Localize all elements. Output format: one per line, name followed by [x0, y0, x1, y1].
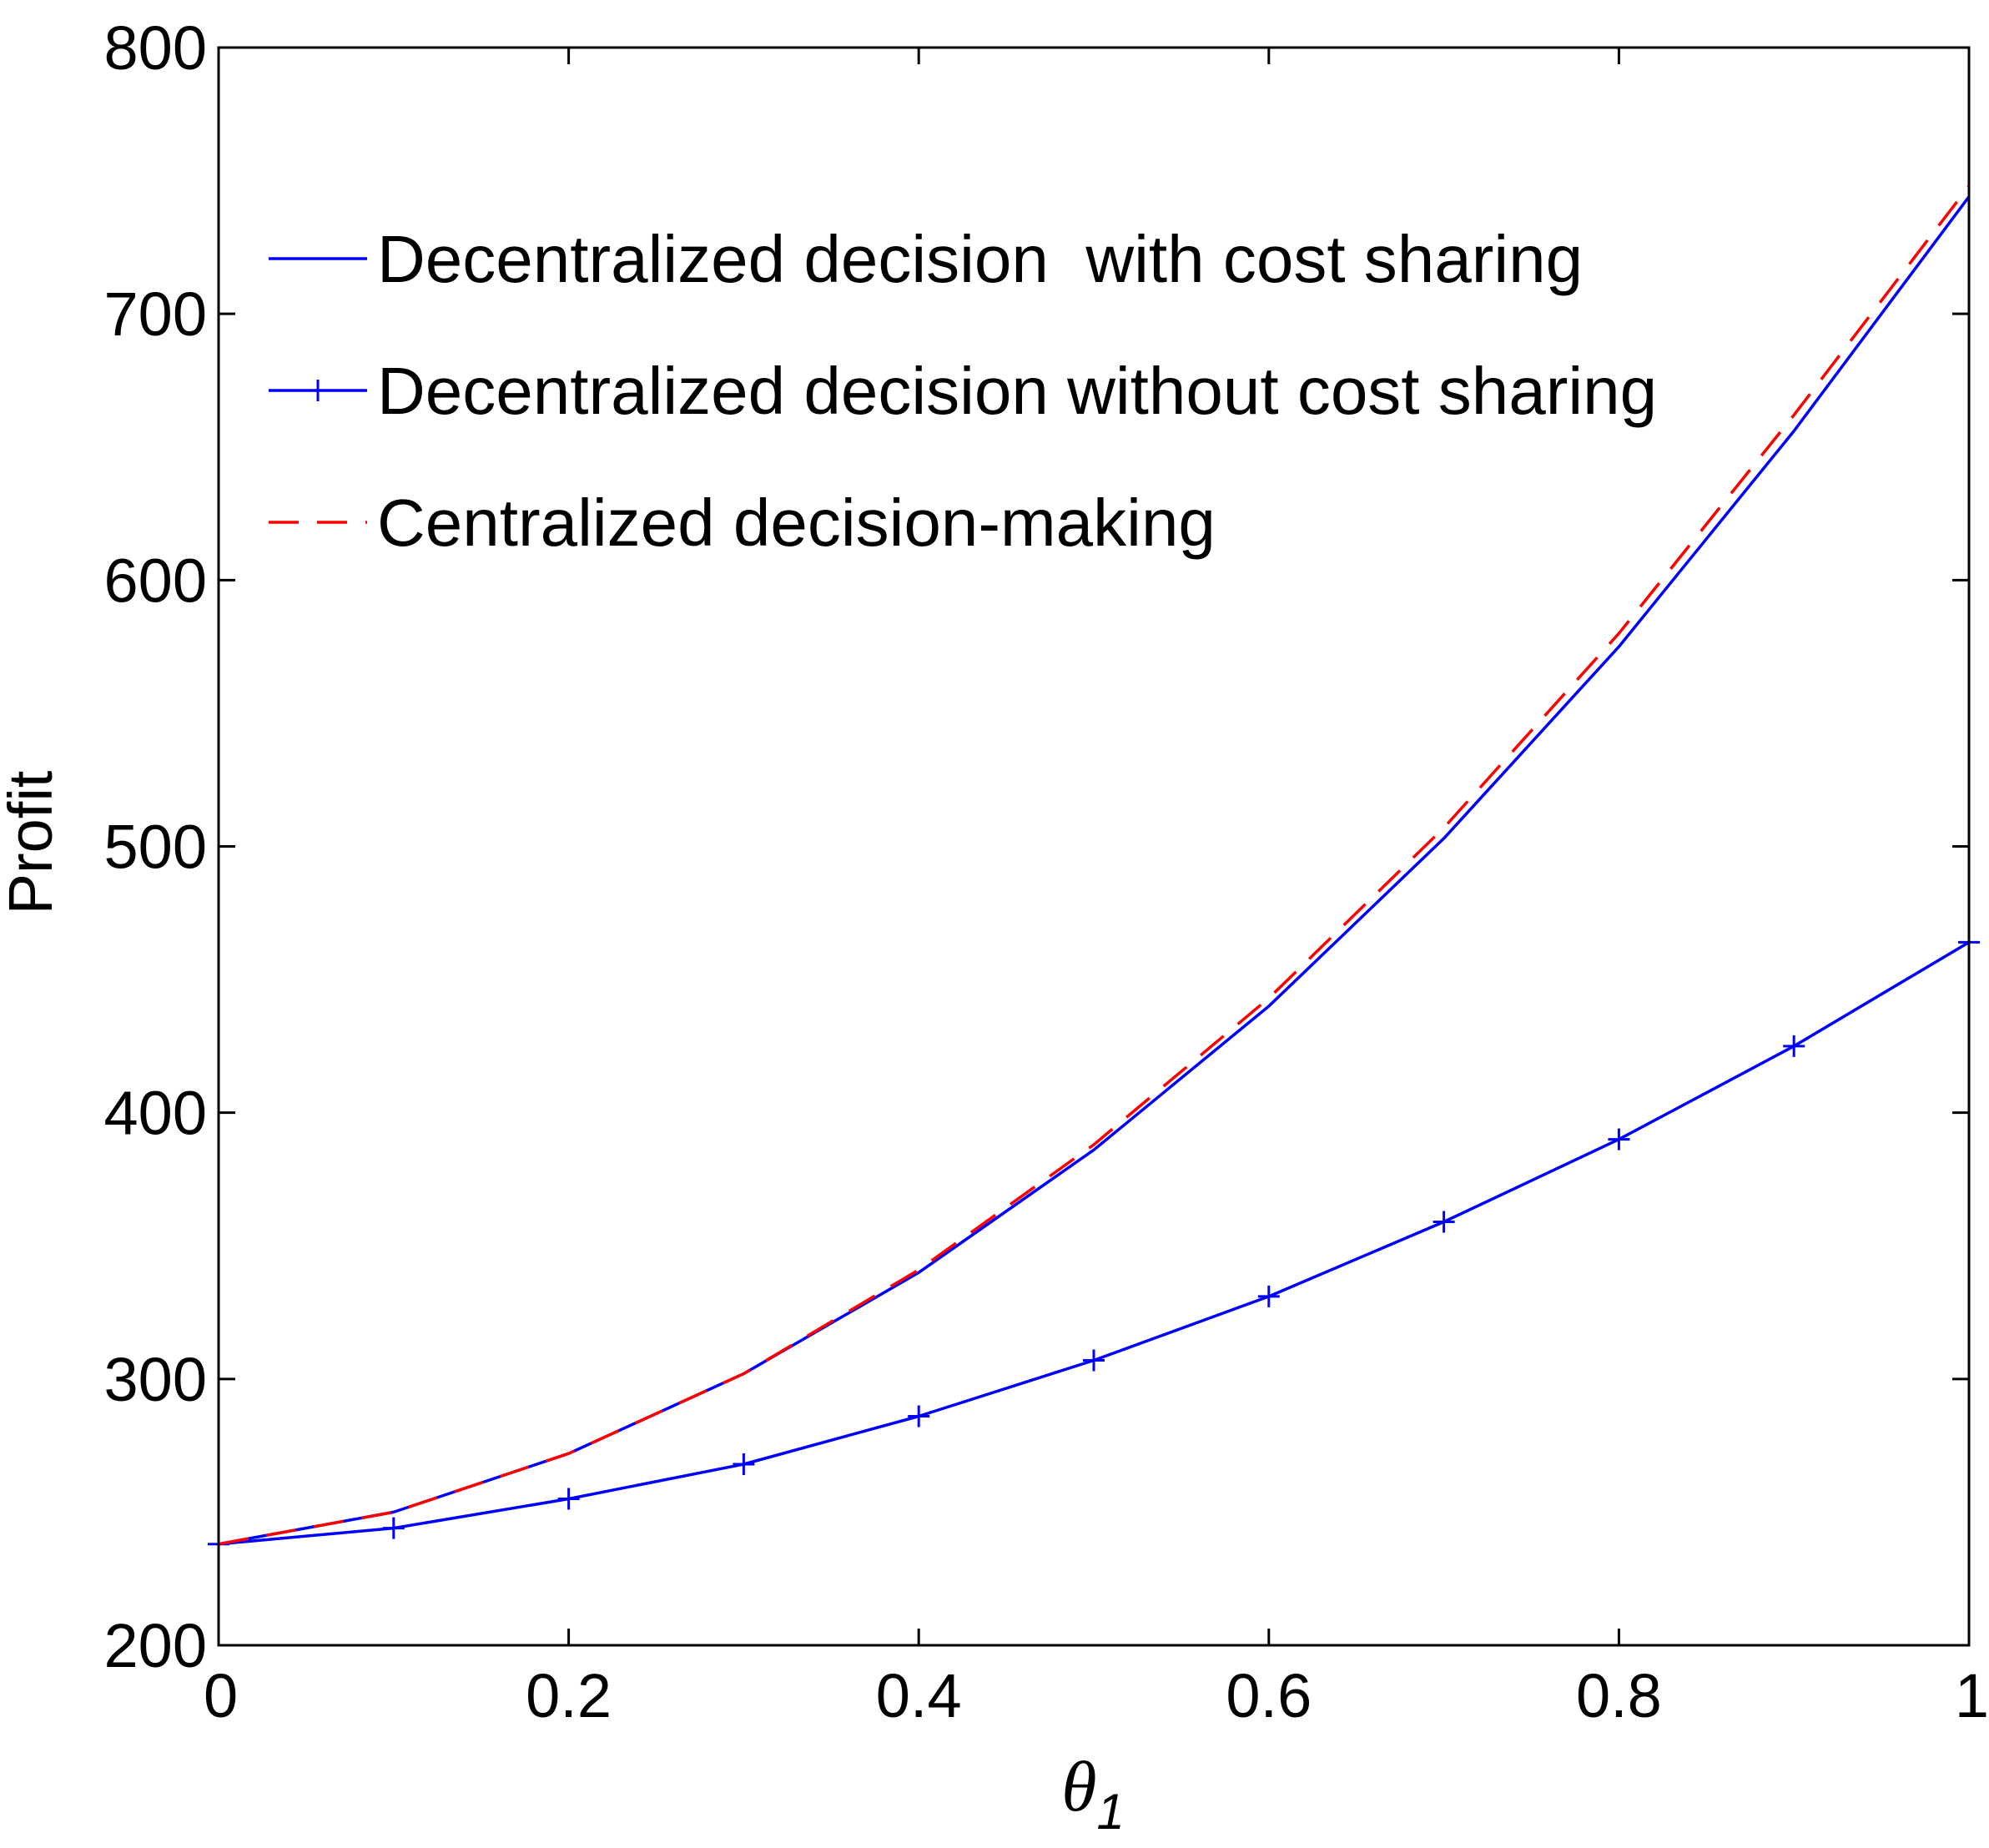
y-tick-label: 400 — [104, 1079, 207, 1148]
series-2-marker — [733, 1453, 755, 1475]
series-2-marker — [1608, 1128, 1630, 1151]
y-tick-label: 700 — [104, 279, 207, 349]
legend-label: Decentralized decision without cost shar… — [377, 354, 1657, 428]
series-2-marker — [1257, 1285, 1280, 1307]
legend-label: Centralized decision-making — [377, 486, 1216, 560]
x-tick-label: 1 — [1955, 1661, 1989, 1730]
x-tick-label: 0 — [204, 1661, 238, 1730]
plot-area — [208, 184, 1980, 1555]
legend: Decentralized decision with cost sharing… — [269, 222, 1657, 560]
y-tick-label: 500 — [104, 813, 207, 882]
legend-entry-3: Centralized decision-making — [269, 486, 1216, 560]
x-tick-label: 0.6 — [1226, 1661, 1312, 1730]
x-tick-label: 0.8 — [1576, 1661, 1662, 1730]
series-line-3 — [218, 184, 1971, 1546]
series-2-marker — [1083, 1349, 1105, 1372]
y-axis-title: Profit — [0, 770, 65, 914]
series-2-marker — [908, 1405, 930, 1428]
x-axis-title: θ1 — [1061, 1746, 1125, 1840]
x-axis-title-symbol: θ — [1061, 1746, 1096, 1826]
x-tick-label: 0.4 — [876, 1661, 962, 1730]
axes: 0 0.2 0.4 0.6 0.8 1 200 300 400 500 600 700 800 — [104, 13, 1989, 1730]
legend-entry-1: Decentralized decision with cost sharing — [269, 222, 1583, 296]
y-tick-label: 600 — [104, 546, 207, 615]
axis-labels: Profit θ1 — [0, 770, 1125, 1840]
y-tick-label: 800 — [104, 13, 207, 83]
series-2-marker — [557, 1488, 580, 1510]
x-axis-title-subscript: 1 — [1096, 1784, 1124, 1840]
x-tick-label: 0.2 — [526, 1661, 612, 1730]
series-2-marker — [1783, 1035, 1805, 1057]
series-2-marker — [382, 1517, 405, 1539]
legend-label: Decentralized decision with cost sharing — [377, 222, 1583, 296]
y-tick-label: 300 — [104, 1345, 207, 1414]
y-tick-label: 200 — [104, 1611, 207, 1680]
legend-entry-2: Decentralized decision without cost shar… — [269, 354, 1657, 428]
series-2-marker — [1433, 1211, 1455, 1233]
